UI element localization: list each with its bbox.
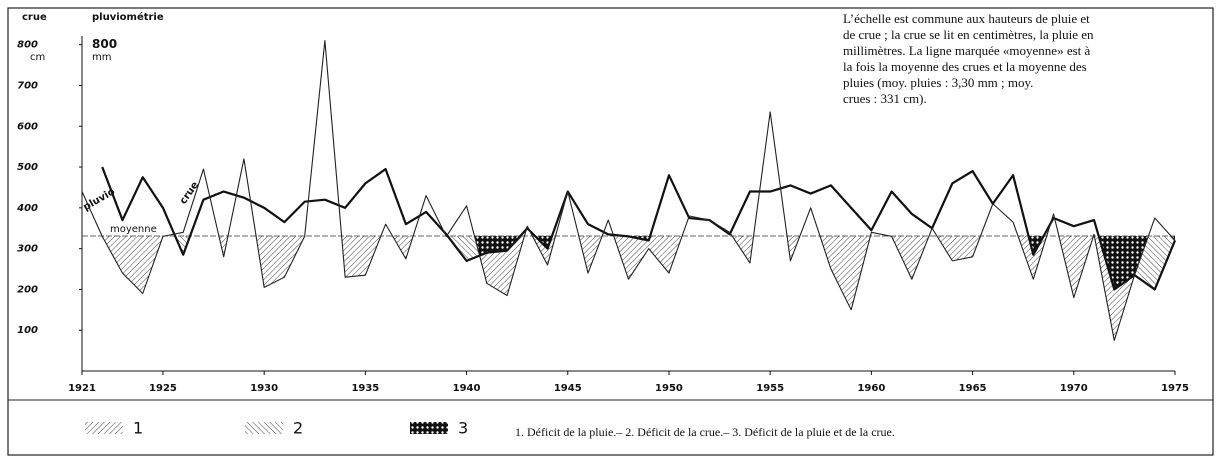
y-tick-label: 100 — [17, 325, 38, 336]
areas — [82, 235, 1175, 341]
y-tick-label: 500 — [17, 162, 38, 173]
note: L’échelle est commune aux hauteurs de pl… — [843, 11, 1094, 106]
x-tick-label: 1935 — [351, 383, 379, 394]
x-tick-label: 1945 — [554, 383, 582, 394]
caption: 1. Déficit de la pluie.– 2. Déficit de l… — [515, 425, 895, 439]
x-tick-label: 1950 — [655, 383, 683, 394]
x-tick-label: 1975 — [1161, 383, 1189, 394]
y-tick-label: 800 — [17, 40, 38, 51]
y-tick-label: 700 — [17, 80, 38, 91]
x-tick-label: 1921 — [68, 383, 96, 394]
x-tick-label: 1965 — [959, 383, 987, 394]
x-tick-label: 1970 — [1060, 383, 1088, 394]
legend-label: 1 — [133, 419, 143, 438]
y-unit: cm — [30, 52, 45, 63]
legend-label: 3 — [458, 419, 468, 438]
deficit-area — [82, 235, 1175, 341]
x-tick-label: 1955 — [756, 383, 784, 394]
y2-tick-label: 800 — [92, 37, 117, 51]
x-tick-label: 1930 — [250, 383, 278, 394]
note-line: la fois la moyenne des crues et la moyen… — [843, 59, 1087, 74]
legend-swatch — [85, 422, 123, 434]
y2-unit: mm — [92, 52, 111, 63]
y-tick-label: 400 — [16, 203, 38, 214]
series-label: pluvio — [82, 186, 118, 213]
frame — [7, 7, 1214, 456]
x-tick-label: 1925 — [149, 383, 177, 394]
note-line: de crue ; la crue se lit en centimètres,… — [843, 27, 1094, 42]
note-line: pluies (moy. pluies : 3,30 mm ; moy. — [843, 75, 1033, 90]
series-line — [101, 166, 1177, 291]
y-tick-label: 300 — [17, 244, 38, 255]
x-tick-label: 1960 — [857, 383, 885, 394]
series-line — [81, 40, 1176, 341]
y2-label: pluviométrie — [92, 11, 164, 23]
series-label: crue — [178, 180, 201, 207]
note-line: crues : 331 cm). — [843, 91, 927, 106]
y-label: crue — [22, 12, 47, 23]
y-tick-label: 600 — [17, 121, 38, 132]
mean-label: moyenne — [110, 224, 157, 235]
y-tick-label: 200 — [17, 284, 38, 295]
legend-label: 2 — [293, 419, 303, 438]
note-line: L’échelle est commune aux hauteurs de pl… — [843, 11, 1090, 26]
x-tick-label: 1940 — [453, 383, 481, 394]
legend-swatch — [410, 422, 448, 434]
note-line: millimètres. La ligne marquée «moyenne» … — [843, 43, 1091, 58]
legend-swatch — [245, 422, 283, 434]
